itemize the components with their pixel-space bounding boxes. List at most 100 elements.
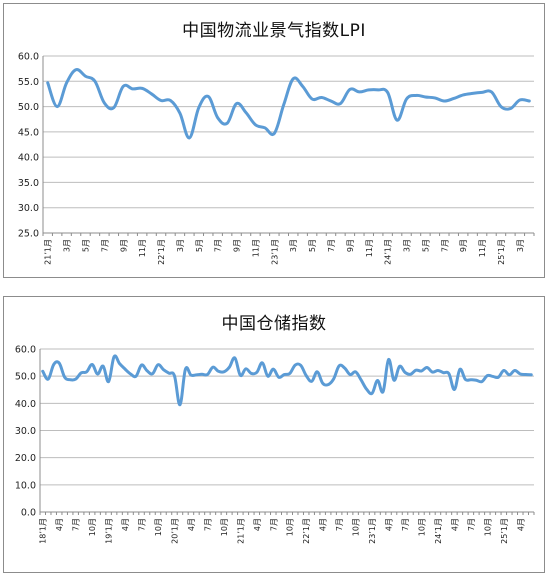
storage-data-point — [277, 376, 280, 379]
storage-x-tick-label: 25’1月 — [500, 518, 509, 544]
storage-data-point — [431, 370, 434, 374]
lpi-data-point — [443, 99, 446, 103]
storage-x-tick-label: 24’1月 — [434, 518, 443, 544]
storage-data-point — [392, 379, 396, 382]
lpi-data-point — [46, 81, 49, 85]
lpi-data-point — [348, 88, 352, 91]
lpi-data-point — [282, 103, 285, 106]
storage-data-point — [266, 374, 269, 378]
storage-data-point — [458, 368, 462, 371]
lpi-data-point — [207, 95, 210, 98]
lpi-data-point — [424, 95, 427, 99]
lpi-data-point — [197, 106, 200, 109]
storage-data-point — [250, 372, 253, 375]
lpi-data-point — [188, 136, 191, 140]
lpi-data-point — [292, 77, 295, 80]
lpi-data-point — [131, 87, 134, 91]
storage-y-tick-label: 50.0 — [15, 372, 36, 383]
storage-series-line — [41, 354, 533, 407]
storage-data-point — [239, 374, 242, 377]
storage-data-point — [315, 370, 319, 374]
lpi-x-tick-label: 3月 — [403, 239, 412, 252]
lpi-data-point — [518, 98, 522, 102]
lpi-data-point — [386, 91, 389, 94]
storage-data-point — [321, 382, 324, 385]
storage-data-point — [453, 388, 456, 391]
storage-data-point — [195, 373, 198, 377]
storage-data-point — [425, 366, 429, 369]
lpi-data-point — [367, 88, 370, 92]
storage-data-point — [68, 378, 72, 381]
storage-data-point — [299, 364, 302, 367]
lpi-data-point — [414, 94, 418, 97]
storage-data-point — [326, 383, 330, 386]
storage-data-point — [129, 372, 132, 376]
lpi-x-tick-label: 22’1月 — [157, 239, 166, 265]
storage-data-point — [222, 370, 226, 374]
lpi-series-line — [46, 68, 531, 140]
storage-x-tick-label: 10月 — [154, 518, 163, 536]
lpi-x-tick-label: 11月 — [365, 239, 374, 257]
storage-data-point — [178, 403, 182, 406]
storage-data-point — [442, 371, 445, 374]
storage-x-tick-label: 18’1月 — [39, 518, 48, 544]
lpi-x-tick-label: 23’1月 — [270, 239, 279, 265]
lpi-data-point — [273, 132, 276, 135]
storage-x-tick-label: 19’1月 — [105, 518, 114, 544]
lpi-y-tick-label: 60.0 — [18, 52, 39, 63]
lpi-data-point — [320, 96, 323, 99]
storage-data-point — [414, 368, 418, 372]
storage-data-point — [85, 370, 88, 374]
storage-x-tick-label: 4月 — [385, 518, 394, 531]
lpi-x-tick-label: 3月 — [63, 239, 72, 252]
lpi-data-point — [377, 88, 380, 92]
lpi-x-tick-label: 25’1月 — [497, 239, 506, 265]
storage-data-point — [272, 367, 275, 371]
lpi-data-point — [405, 97, 408, 101]
storage-data-point — [156, 363, 160, 366]
lpi-chart-panel: 中国物流业景气指数LPI 25.0 30.0 35.0 40.0 45.0 50.0 55.… — [3, 3, 545, 278]
storage-data-point — [332, 377, 335, 381]
lpi-data-point — [339, 102, 342, 105]
storage-data-point — [206, 373, 209, 376]
storage-data-point — [96, 372, 99, 376]
lpi-data-point — [159, 99, 163, 102]
lpi-chart-plot: 25.0 30.0 35.0 40.0 45.0 50.0 55.0 60.0 21’1月 3月 5… — [18, 52, 535, 265]
lpi-data-point — [310, 97, 314, 101]
storage-data-point — [101, 364, 105, 368]
storage-data-point — [63, 376, 66, 379]
storage-x-tick-label: 10月 — [483, 518, 492, 536]
storage-data-point — [508, 373, 511, 377]
storage-x-tick-label: 23’1月 — [368, 518, 377, 544]
storage-data-point — [162, 368, 165, 371]
lpi-data-point — [509, 107, 512, 110]
storage-data-point — [217, 370, 220, 373]
storage-data-point — [244, 367, 248, 371]
storage-data-point — [189, 373, 193, 377]
storage-data-point — [134, 374, 138, 378]
lpi-data-point — [84, 75, 87, 78]
storage-data-point — [167, 371, 171, 375]
lpi-x-tick-label: 11月 — [478, 239, 487, 257]
lpi-data-point — [254, 123, 257, 126]
storage-x-tick-label: 7月 — [203, 518, 212, 531]
lpi-data-point — [499, 105, 503, 108]
storage-y-tick-label: 0.0 — [21, 508, 36, 519]
lpi-x-tick-label: 5月 — [81, 239, 90, 252]
storage-data-point — [151, 372, 154, 375]
storage-data-point — [255, 371, 259, 374]
lpi-y-tick-label: 25.0 — [18, 229, 39, 240]
lpi-x-tick-label: 9月 — [459, 239, 468, 252]
storage-data-point — [370, 392, 374, 395]
lpi-y-tick-label: 50.0 — [18, 102, 39, 113]
lpi-data-point — [490, 90, 493, 94]
storage-data-point — [47, 377, 50, 381]
lpi-data-point — [150, 92, 153, 96]
storage-data-point — [58, 361, 61, 365]
lpi-x-tick-label: 24’1月 — [384, 239, 393, 265]
storage-data-point — [107, 380, 110, 383]
lpi-x-tick-label: 11月 — [251, 239, 260, 257]
storage-data-point — [343, 366, 346, 370]
lpi-x-tick-label: 11月 — [138, 239, 147, 257]
lpi-data-point — [93, 80, 97, 83]
